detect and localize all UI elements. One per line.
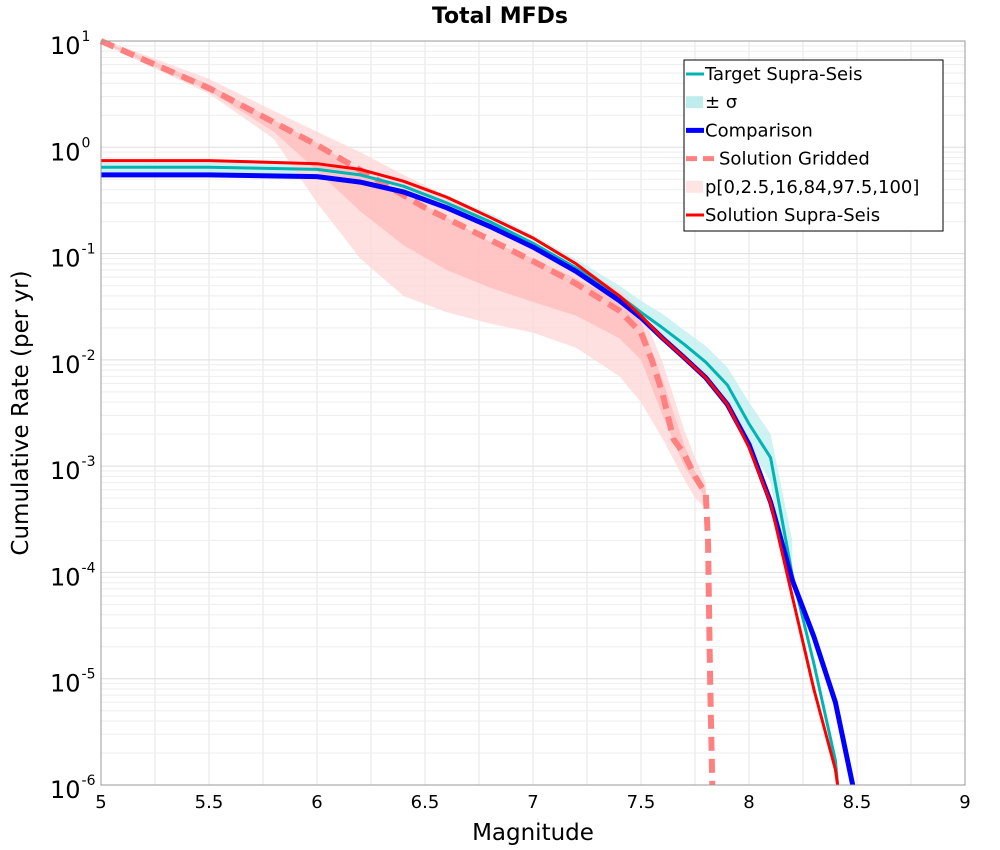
legend-item: Target Supra-Seis (686, 64, 862, 85)
y-tick-label: 10-6 (50, 773, 96, 804)
series-lines (99, 38, 856, 786)
legend: Target Supra-Seis ± σ Comparison Solution G… (683, 59, 944, 232)
band-area (101, 38, 706, 509)
y-tick-label: 10-4 (50, 560, 96, 591)
legend-item: ± σ (686, 92, 737, 113)
x-tick-label: 6 (311, 792, 322, 813)
chart-title: Total MFDs (432, 4, 568, 29)
bands (101, 38, 793, 605)
x-tick-label: 5 (95, 792, 106, 813)
x-tick-label: 8 (743, 792, 754, 813)
series-line (101, 165, 840, 786)
x-tick-label: 9 (959, 792, 970, 813)
legend-label: Solution Supra-Seis (705, 205, 880, 226)
x-tick-label: 6.5 (411, 792, 440, 813)
y-tick-label: 10-3 (50, 454, 96, 485)
y-tick-label: 10-5 (50, 667, 96, 698)
legend-item: p[0,2.5,16,84,97.5,100] (686, 177, 919, 198)
y-axis-label: Cumulative Rate (per yr) (8, 270, 34, 555)
legend-label: Solution Gridded (719, 149, 870, 170)
x-tick-label: 5.5 (195, 792, 224, 813)
x-tick-label: 8.5 (843, 792, 872, 813)
y-tick-label: 10-1 (50, 242, 96, 273)
x-axis-ticks: 5 5.5 6 6.5 7 7.5 8 8.5 9 (95, 792, 970, 813)
series-line (99, 38, 716, 786)
legend-label: Target Supra-Seis (704, 64, 862, 85)
legend-box (683, 59, 944, 232)
legend-item: Solution Supra-Seis (686, 205, 880, 226)
y-tick-label: 100 (50, 135, 90, 166)
legend-item: Comparison (686, 120, 813, 141)
y-tick-label: 101 (50, 29, 90, 60)
y-axis-ticks: 101 100 10-1 10-2 10-3 10-4 10-5 10-6 (50, 29, 96, 804)
legend-item: Solution Gridded (686, 149, 870, 170)
legend-label: Comparison (705, 120, 813, 141)
y-tick-label: 10-2 (50, 348, 96, 379)
legend-swatch (686, 180, 703, 193)
legend-label: p[0,2.5,16,84,97.5,100] (705, 177, 919, 198)
legend-swatch (686, 96, 703, 109)
plot-frame (100, 40, 966, 786)
x-tick-label: 7.5 (627, 792, 656, 813)
x-axis-label: Magnitude (472, 820, 594, 846)
legend-label: ± σ (705, 92, 737, 113)
x-tick-label: 7 (527, 792, 538, 813)
series-line (101, 159, 840, 786)
